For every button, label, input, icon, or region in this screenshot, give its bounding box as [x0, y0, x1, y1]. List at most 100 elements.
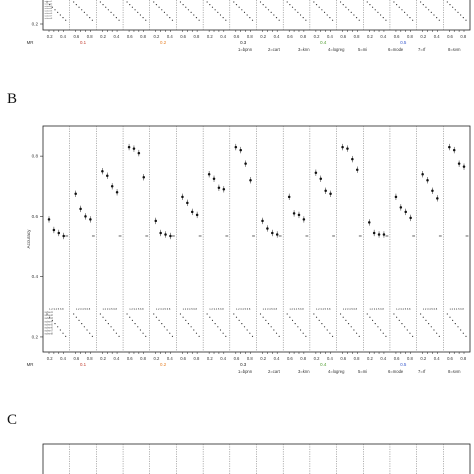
x-tick-label: 0.4	[380, 34, 386, 39]
subset-side-label: subset7	[45, 330, 54, 333]
subset-dot	[289, 316, 291, 318]
method-key-item: 8=svm	[448, 369, 461, 374]
panel-label-b: B	[7, 91, 18, 107]
x-tick-label: 0.6	[447, 34, 453, 39]
x-tick-label: 0.8	[407, 356, 413, 361]
subset-dot	[115, 17, 117, 19]
x-tick-label: 0.4	[274, 34, 280, 39]
subset-dot	[305, 19, 307, 21]
subset-side-label: subset8	[45, 17, 53, 20]
data-point	[372, 231, 376, 235]
data-point	[127, 145, 131, 149]
x-tick-label: 0.2	[154, 34, 160, 39]
subset-side-label: subset1	[45, 311, 54, 314]
subset-dot	[393, 1, 395, 3]
subset-dot	[382, 17, 384, 19]
data-point	[368, 221, 371, 224]
x-tick-label: 0.2	[314, 34, 320, 39]
subset-dot	[358, 19, 360, 21]
subset-dot	[265, 319, 267, 321]
subset-dot	[379, 329, 382, 331]
subset-dot	[331, 19, 334, 21]
method-key-item: 2=cart	[268, 47, 281, 52]
mr-label: MR	[27, 40, 34, 45]
y-axis-label: Accuracy	[26, 229, 31, 249]
subset-dot	[217, 326, 219, 328]
data-point	[394, 195, 398, 199]
subset-side-label: subset4	[45, 320, 54, 323]
subset-dot	[195, 332, 198, 334]
data-point	[426, 178, 429, 182]
subset-dot	[142, 17, 144, 19]
data-point	[271, 231, 274, 235]
method-key-item: 6=mode	[388, 47, 404, 52]
mr-level-label: 0.3	[240, 40, 247, 45]
subset-dot	[347, 9, 350, 11]
data-point	[324, 189, 327, 193]
data-point	[181, 195, 184, 199]
subset-dot	[238, 6, 240, 8]
subset-dot	[206, 1, 208, 3]
subset-dot	[347, 323, 350, 325]
subset-dot	[299, 14, 302, 16]
data-point	[462, 165, 466, 168]
x-tick-label: 0.6	[234, 34, 240, 39]
subset-dot	[169, 17, 171, 19]
y-tick-label: 0.2	[32, 22, 39, 27]
x-tick-label: 0.6	[73, 356, 79, 361]
subset-dot	[422, 316, 424, 318]
subset-dot	[446, 1, 448, 3]
subset-dot	[190, 11, 192, 13]
subset-dot	[219, 14, 222, 16]
subset-dot	[131, 319, 134, 321]
strip-label: 1 2 3 4 5 6 8	[423, 307, 438, 311]
method-key-item: 5=mi	[358, 47, 367, 52]
x-tick-label: 0.8	[460, 34, 466, 39]
subset-dot	[294, 9, 296, 11]
x-tick-label: 0.2	[314, 356, 320, 361]
subset-dot	[379, 14, 382, 16]
mr-level-label: 0.1	[80, 40, 87, 45]
x-tick-label: 0.4	[167, 34, 173, 39]
x-tick-label: 0.2	[207, 356, 213, 361]
subset-dot	[126, 313, 128, 315]
subset-dot	[182, 316, 184, 318]
subset-dot	[452, 319, 454, 321]
subset-dot	[89, 332, 91, 334]
subset-side-label: subset7	[45, 14, 53, 17]
x-tick-label: 0.2	[154, 356, 160, 361]
mr-level-label: 0.1	[80, 362, 87, 367]
subset-dot	[460, 14, 462, 16]
mr-level-label: 0.4	[320, 362, 327, 367]
x-tick-label: 0.2	[420, 356, 426, 361]
strip-label: 1 2 3 4 5 6 8	[76, 307, 91, 311]
subset-dot	[193, 14, 195, 16]
data-point	[62, 234, 65, 238]
x-tick-label: 0.8	[194, 34, 200, 39]
subset-dot	[62, 332, 64, 334]
subset-dot	[222, 17, 224, 19]
subset-dot	[158, 6, 160, 8]
subset-dot	[225, 335, 227, 337]
x-tick-label: 0.4	[434, 356, 440, 361]
data-point	[132, 147, 136, 150]
data-point	[297, 213, 301, 217]
subset-dot	[235, 316, 238, 318]
subset-dot	[129, 316, 131, 318]
subset-dot	[102, 4, 104, 6]
subset-dot	[57, 326, 59, 328]
subset-dot	[161, 9, 163, 11]
subset-dot	[105, 319, 107, 321]
subset-dot	[401, 323, 403, 325]
subset-dot	[339, 1, 342, 3]
mr-level-label: 0.2	[160, 40, 167, 45]
subset-dot	[273, 14, 275, 16]
subset-dot	[153, 313, 155, 315]
subset-dot	[86, 329, 88, 331]
subset-dot	[185, 6, 187, 8]
subset-dot	[425, 6, 427, 8]
strip-label: 1 2 3 4 5 6 8	[129, 307, 144, 311]
subset-dot	[241, 323, 243, 325]
subset-dot	[105, 6, 107, 8]
x-tick-label: 0.8	[300, 356, 306, 361]
